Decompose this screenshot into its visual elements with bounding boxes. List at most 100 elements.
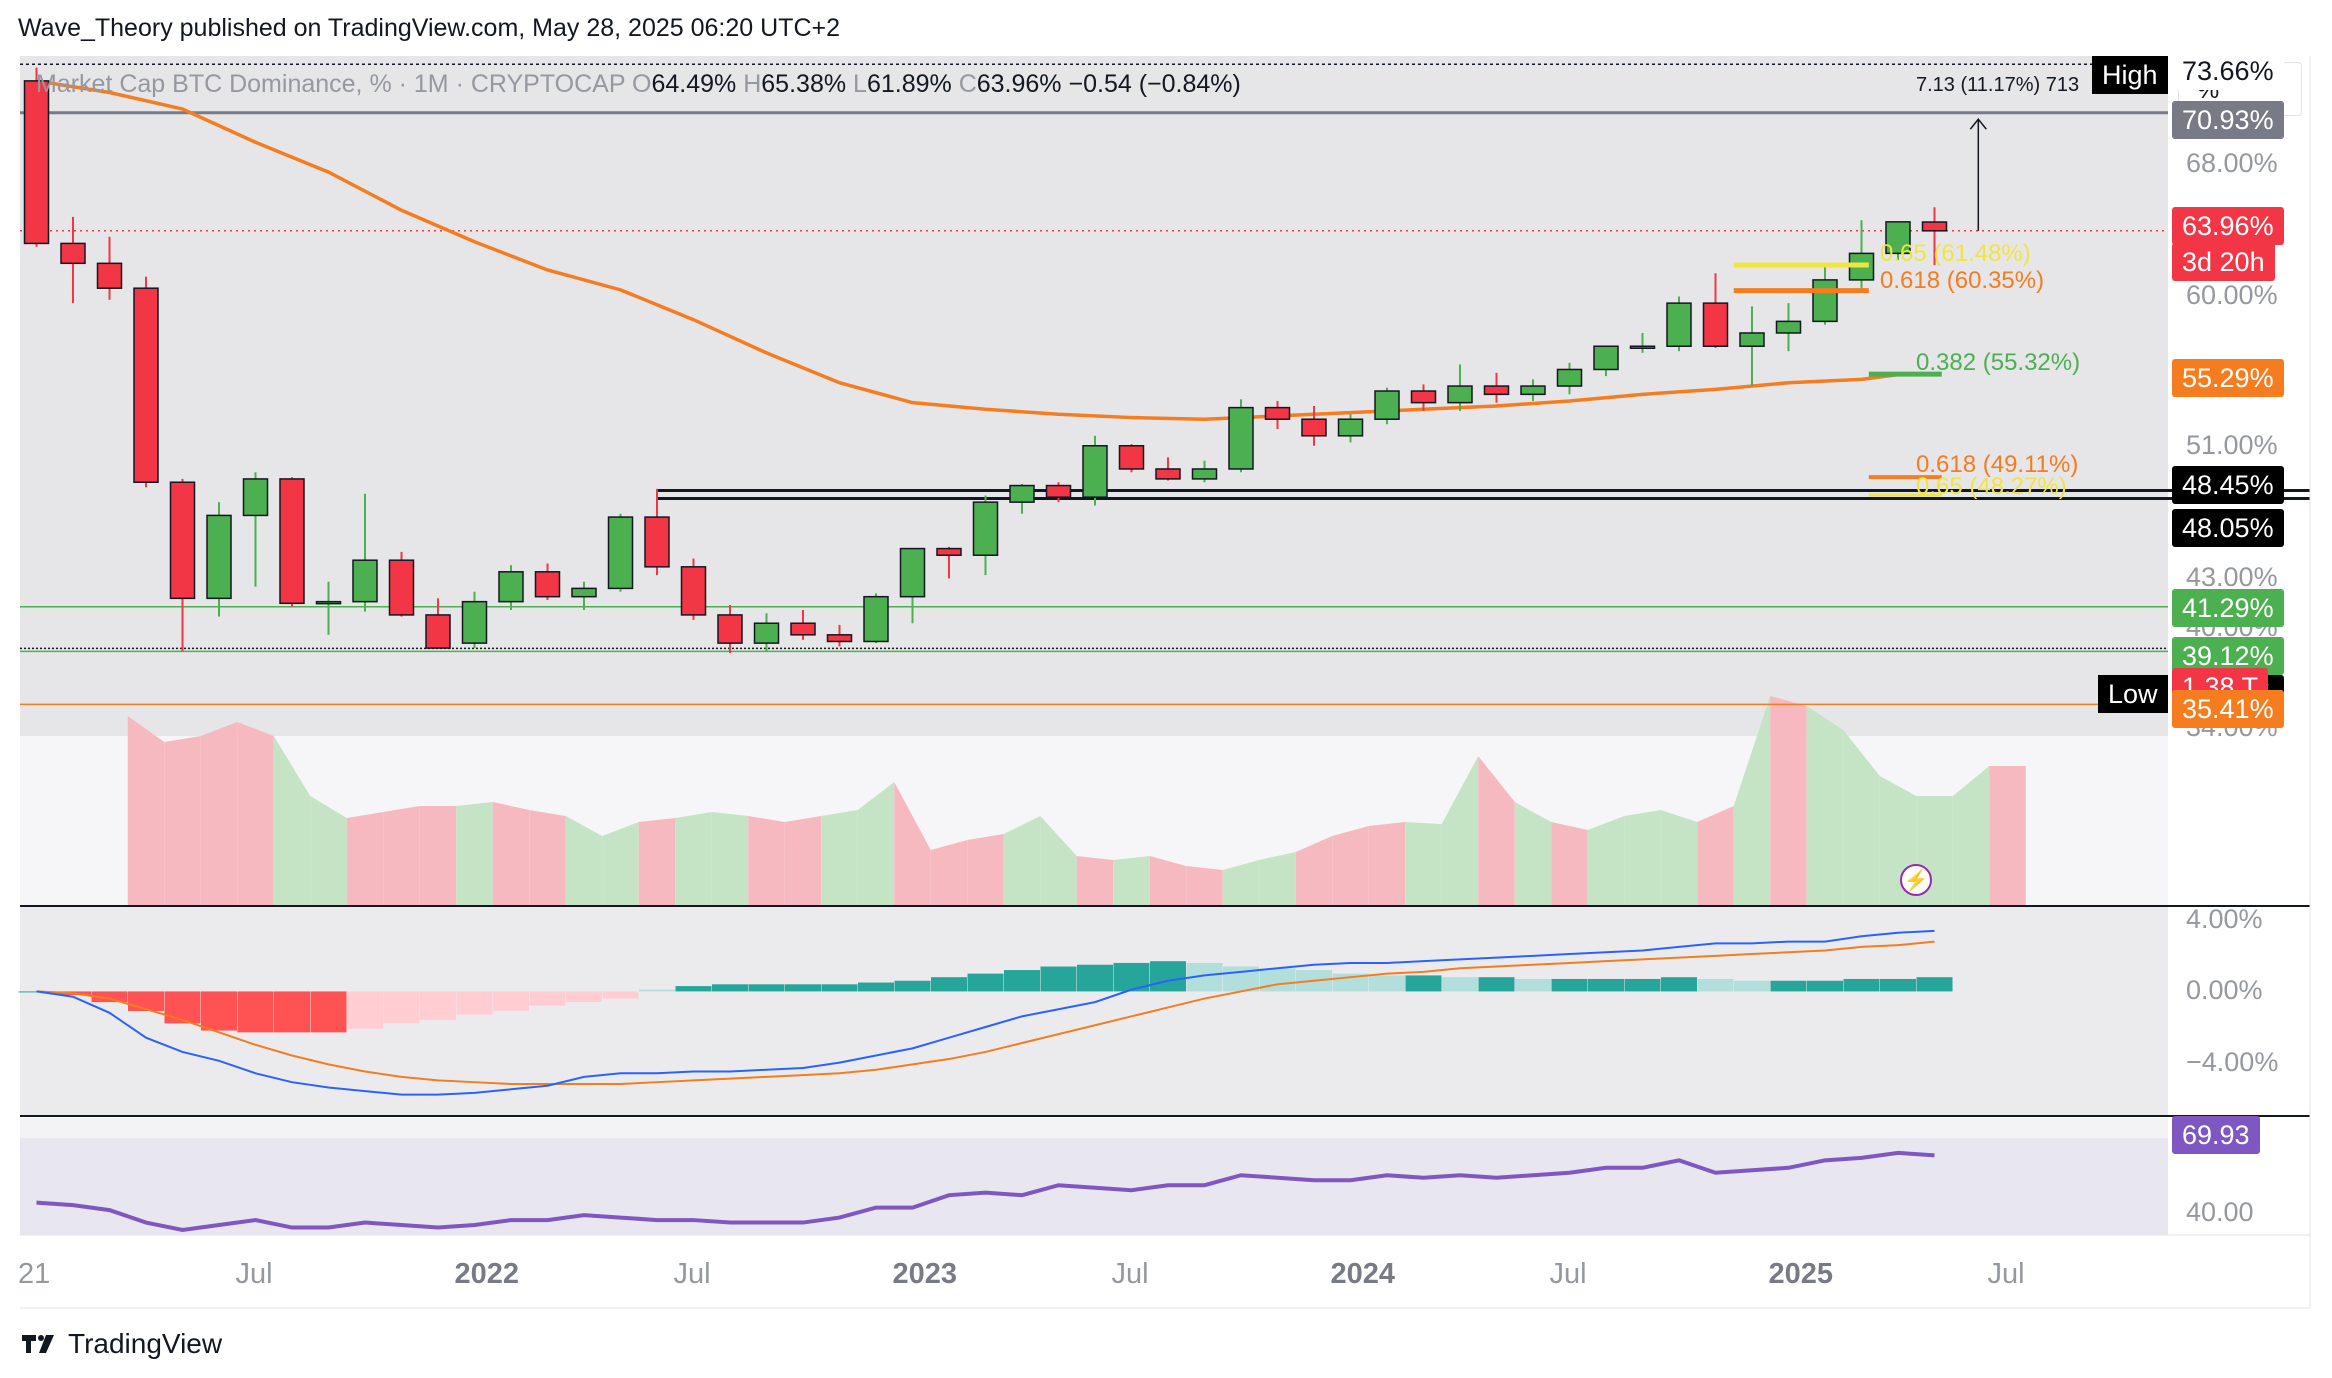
fib-0618-top-label: 0.618 (60.35%) <box>1880 267 2045 295</box>
macd-histogram-bar <box>675 986 712 992</box>
symbol-name: Market Cap BTC Dominance, % · 1M · CRYPT… <box>36 70 626 98</box>
brand-footer[interactable]: TradingView <box>20 1328 222 1360</box>
volume-area <box>492 802 530 906</box>
ema-line <box>36 79 1899 421</box>
volume-area <box>1587 816 1625 906</box>
volume-area <box>1405 822 1442 906</box>
candle-body <box>1374 390 1400 420</box>
macd-histogram-bar <box>858 982 894 992</box>
level-lines-layer <box>20 63 2310 706</box>
alert-bolt-icon[interactable]: ⚡ <box>1900 864 1933 896</box>
candle-body <box>936 547 962 556</box>
volume-area <box>638 818 676 906</box>
volume-area <box>419 806 457 906</box>
volume-area <box>821 810 858 906</box>
candle-body <box>1301 418 1327 437</box>
ema-layer <box>36 79 1899 421</box>
candle-body <box>1885 221 1911 255</box>
symbol-legend: Market Cap BTC Dominance, % · 1M · CRYPT… <box>36 70 1241 99</box>
volume-area <box>1697 806 1734 906</box>
high-value: 65.38% <box>761 70 847 98</box>
macd-histogram-bar <box>420 991 456 1020</box>
countdown-badge: 3d 20h <box>2172 242 2275 281</box>
macd-histogram-bar <box>529 991 566 1006</box>
time-axis-tick: Jul <box>235 1258 273 1290</box>
candle-body <box>1812 279 1838 323</box>
volume-area <box>1989 766 2026 906</box>
candle-body <box>899 547 926 598</box>
macd-histogram-bar <box>1442 977 1478 992</box>
macd-histogram-bar <box>201 991 237 1031</box>
volume-area <box>1222 860 1260 906</box>
volume-area <box>1295 836 1333 906</box>
volume-area <box>784 816 822 906</box>
candle-body <box>1118 445 1145 470</box>
macd-histogram-bar <box>456 991 493 1015</box>
main-pane-bg <box>20 56 2168 736</box>
candle-body <box>352 559 378 603</box>
volume-area <box>1113 856 1150 906</box>
price-axis-tick: 43.00% <box>2186 562 2278 593</box>
volume-area <box>1660 810 1698 906</box>
candle-body <box>1045 484 1072 498</box>
candle-body <box>1447 385 1473 404</box>
candle-body <box>1228 406 1254 470</box>
close-value: 63.96% <box>976 70 1062 98</box>
volume-area <box>1624 810 1661 906</box>
macd-histogram-bar <box>967 973 1004 992</box>
candle-body <box>972 501 999 556</box>
time-axis-tick: 2024 <box>1330 1258 1396 1290</box>
ema-badge: 55.29% <box>2172 358 2284 397</box>
macd-histogram-bar <box>1040 966 1077 992</box>
time-axis-tick: 2022 <box>454 1258 520 1290</box>
macd-histogram-bar <box>1624 978 1661 992</box>
high-prefix: H <box>743 70 762 98</box>
measure-label: 7.13 (11.17%) 713 <box>1916 73 2080 96</box>
candle-body <box>1702 302 1729 347</box>
macd-line <box>36 929 1935 1096</box>
candle-body <box>133 287 159 483</box>
close-prefix: C <box>958 70 977 98</box>
o1-badge: 35.41% <box>2172 690 2284 729</box>
candle-body <box>23 80 50 245</box>
macd-axis-tick: 0.00% <box>2186 975 2263 1006</box>
candle-body <box>425 614 451 649</box>
time-axis-tick: 2025 <box>1768 1258 1834 1290</box>
candle-body <box>206 514 232 600</box>
rsi-line <box>36 1150 1935 1233</box>
volume-area <box>1186 866 1223 906</box>
candle-body <box>717 614 743 644</box>
volume-area <box>1952 766 1990 906</box>
macd-histogram-bar <box>748 984 785 992</box>
change-value: −0.54 (−0.84%) <box>1068 70 1241 98</box>
candle-body <box>1739 332 1765 347</box>
volume-area <box>967 834 1004 906</box>
time-axis-tick: 21 <box>18 1258 51 1290</box>
candle-body <box>96 262 123 289</box>
macd-histogram-bar <box>164 991 201 1024</box>
volume-area <box>529 810 566 906</box>
macd-histogram-bar <box>1004 970 1040 992</box>
volume-area <box>1003 816 1041 906</box>
publish-line: Wave_Theory published on TradingView.com… <box>18 14 840 42</box>
candle-body <box>498 571 524 603</box>
macd-axis-tick: 4.00% <box>2186 904 2263 935</box>
candle-body <box>169 481 196 600</box>
fib-0382-label: 0.382 (55.32%) <box>1916 348 2081 376</box>
candle-body <box>1520 385 1546 396</box>
fib-065-low-label: 0.65 (48.27%) <box>1916 473 2067 501</box>
candle-body <box>1556 368 1583 387</box>
candle-body <box>1593 345 1619 371</box>
candle-body <box>1410 390 1437 404</box>
macd-histogram-bar <box>1880 978 1916 992</box>
macd-histogram-bar <box>602 991 639 999</box>
candle-body <box>1483 385 1510 396</box>
macd-histogram-bar <box>1077 964 1113 992</box>
macd-histogram-bar <box>383 991 420 1024</box>
macd-histogram-bar <box>1405 975 1442 992</box>
volume-area <box>1514 802 1552 906</box>
volume-area <box>273 736 311 906</box>
candle-body <box>863 595 889 643</box>
open-prefix: O <box>632 70 652 98</box>
